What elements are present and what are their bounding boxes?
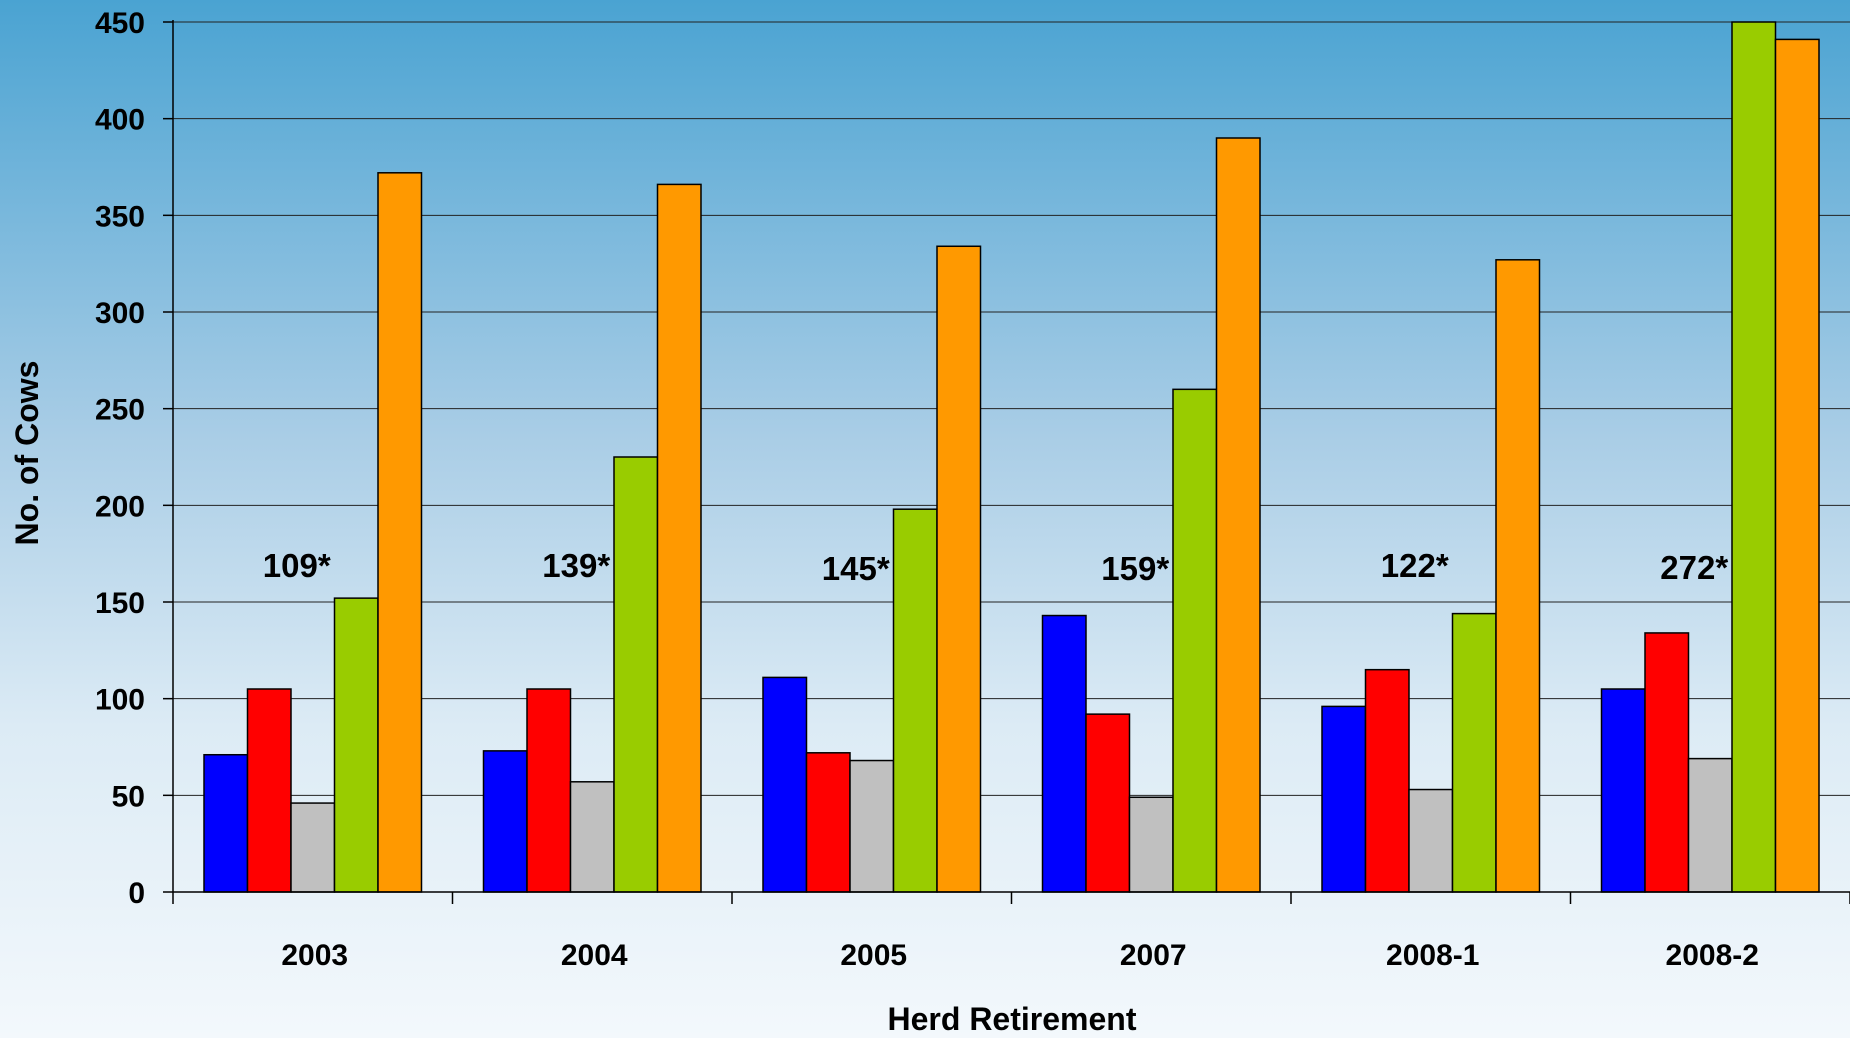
x-tick-label-2004: 2004	[561, 939, 628, 972]
bar-2008-1-series1	[1321, 705, 1367, 893]
bar-2008-1-series3	[1408, 788, 1454, 893]
bar-2008-2-series3	[1687, 757, 1733, 893]
y-tick-label: 300	[95, 297, 145, 330]
bar-2007-series5	[1215, 137, 1261, 893]
bar-2008-1-series2	[1364, 668, 1410, 893]
y-tick-label: 400	[95, 104, 145, 137]
axes	[172, 20, 1850, 904]
bar-2008-2-series2	[1644, 632, 1690, 893]
bar-2008-2-series1	[1600, 688, 1646, 893]
bar-2005-series3	[849, 759, 895, 893]
x-tick-label-2008-1: 2008-1	[1386, 939, 1479, 972]
bar-2004-series3	[569, 781, 615, 893]
bar-2003-series5	[377, 172, 423, 893]
y-tick-labels: 0 50 100 150 200 250 300 350 400 450	[95, 7, 173, 910]
y-tick-label: 450	[95, 7, 145, 40]
annotation-2003: 109*	[263, 547, 331, 584]
x-tick-label-2007: 2007	[1120, 939, 1187, 972]
bar-2007-series3	[1128, 796, 1174, 893]
x-tick-labels: 2003 2004 2005 2007 2008-1 2008-2	[281, 939, 1759, 972]
bar-2005-series5	[936, 245, 982, 893]
y-tick-label: 50	[112, 780, 145, 813]
bar-2003-series4	[333, 597, 379, 893]
annotation-2005: 145*	[822, 550, 890, 587]
bar-2003-series2	[246, 688, 292, 893]
bar-2004-series4	[613, 456, 659, 893]
bar-2007-series2	[1085, 713, 1131, 893]
x-axis-title: Herd Retirement	[888, 1001, 1137, 1037]
gridlines	[173, 21, 1850, 796]
annotation-2008-1: 122*	[1381, 547, 1449, 584]
bar-2007-series4	[1172, 388, 1218, 893]
bars	[203, 21, 1820, 893]
x-tick-label-2008-2: 2008-2	[1666, 939, 1759, 972]
y-tick-label: 150	[95, 587, 145, 620]
x-tick-label-2003: 2003	[281, 939, 348, 972]
bar-2005-series1	[762, 676, 808, 893]
annotation-2008-2: 272*	[1660, 549, 1728, 586]
bar-2003-series3	[290, 802, 336, 893]
annotation-2007: 159*	[1101, 550, 1169, 587]
bar-2003-series1	[203, 753, 249, 893]
bar-2008-2-series5	[1774, 38, 1820, 893]
y-tick-label: 0	[128, 877, 145, 910]
bar-2004-series5	[656, 183, 702, 893]
y-tick-label: 100	[95, 684, 145, 717]
y-tick-label: 200	[95, 490, 145, 523]
bar-2008-1-series5	[1495, 259, 1541, 893]
bar-2008-1-series4	[1451, 612, 1497, 893]
bar-2005-series4	[892, 508, 938, 893]
bar-2008-2-series4	[1731, 21, 1777, 893]
y-axis-title: No. of Cows	[9, 361, 45, 546]
y-tick-label: 350	[95, 200, 145, 233]
x-tick-label-2005: 2005	[840, 939, 907, 972]
bar-2007-series1	[1041, 614, 1087, 893]
y-tick-label: 250	[95, 394, 145, 427]
bar-2004-series2	[526, 688, 572, 893]
bar-2004-series1	[482, 750, 528, 893]
annotation-2004: 139*	[542, 547, 610, 584]
annotations: 109* 139* 145* 159* 122* 272*	[263, 547, 1729, 587]
bar-2005-series2	[805, 752, 851, 893]
